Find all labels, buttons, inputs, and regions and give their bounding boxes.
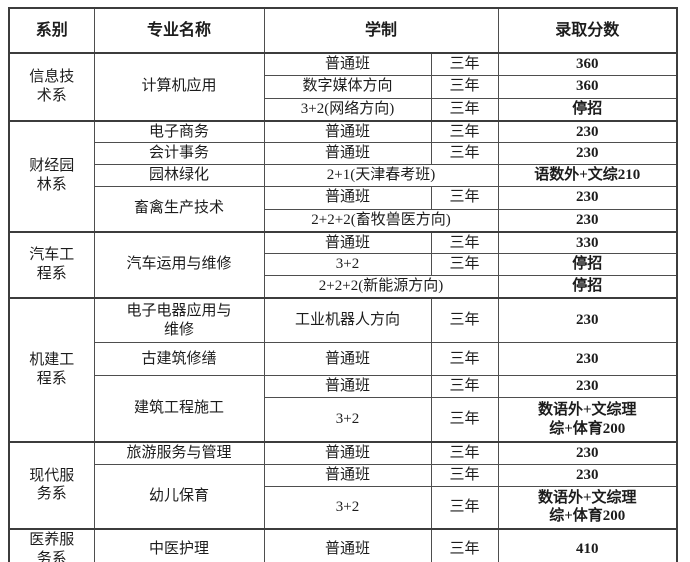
duration-cell: 三年 [430, 230, 499, 255]
score-cell: 230 [497, 208, 678, 233]
score-cell: 230 [497, 296, 678, 344]
score-cell: 数语外+文综理 综+体育200 [497, 397, 678, 443]
department-cell: 机建工 程系 [8, 296, 95, 443]
duration-cell: 三年 [430, 119, 499, 144]
score-cell: 230 [497, 342, 678, 377]
major-cell: 电子商务 [93, 119, 265, 144]
score-cell: 停招 [497, 274, 678, 299]
major-cell: 计算机应用 [93, 52, 265, 121]
score-cell: 230 [497, 119, 678, 144]
table-row: 3+2 三年 数语外+文综理 综+体育200 [9, 397, 678, 443]
table-row: 古建筑修缮 普通班 三年 230 [9, 342, 678, 377]
track-cell: 工业机器人方向 [263, 296, 432, 344]
track-cell: 普通班 [263, 52, 432, 76]
table-row: 建筑工程施工 普通班 三年 230 [9, 375, 678, 443]
track-cell: 普通班 [263, 230, 432, 255]
score-cell: 数语外+文综理 综+体育200 [497, 485, 678, 530]
header-department: 系别 [8, 7, 95, 54]
table-row: 3+2(网络方向) 三年 停招 [9, 97, 678, 122]
track-cell: 3+2(网络方向) [263, 97, 432, 122]
track-cell: 3+2 [263, 253, 432, 276]
major-cell: 园林绿化 [93, 164, 265, 187]
table-row: 汽车工 程系 汽车运用与维修 普通班 三年 330 [8, 230, 678, 299]
track-cell: 3+2 [263, 397, 432, 443]
track-cell: 普通班 [263, 185, 432, 210]
score-cell: 330 [497, 230, 678, 255]
table-row: 会计事务 普通班 三年 230 [9, 142, 678, 165]
score-cell: 230 [497, 185, 678, 210]
score-cell: 停招 [497, 253, 678, 276]
score-cell: 230 [497, 463, 678, 487]
table-row: 畜禽生产技术 普通班 三年 230 [9, 185, 678, 233]
major-cell: 畜禽生产技术 [93, 185, 265, 233]
table-row: 医养服 务系 中医护理 普通班 三年 410 [8, 528, 678, 562]
duration-cell: 三年 [430, 528, 499, 562]
major-cell: 古建筑修缮 [93, 342, 265, 377]
duration-cell: 三年 [430, 52, 499, 76]
table-header-row: 系别 专业名称 学制 录取分数 [8, 7, 678, 54]
table-row: 现代服 务系 旅游服务与管理 普通班 三年 230 [8, 440, 678, 530]
track-cell: 3+2 [263, 485, 432, 530]
track-cell: 普通班 [263, 342, 432, 377]
duration-cell: 三年 [430, 397, 499, 443]
department-cell: 汽车工 程系 [8, 230, 95, 299]
header-score: 录取分数 [497, 7, 678, 54]
duration-cell: 三年 [430, 296, 499, 344]
table-row: 幼儿保育 普通班 三年 230 [9, 463, 678, 530]
track-cell: 2+2+2(畜牧兽医方向) [263, 208, 499, 233]
score-cell: 230 [497, 440, 678, 465]
duration-cell: 三年 [430, 440, 499, 465]
header-major: 专业名称 [93, 7, 265, 54]
department-cell: 信息技 术系 [8, 52, 95, 121]
track-cell: 数字媒体方向 [263, 74, 432, 99]
major-cell: 会计事务 [93, 142, 265, 165]
score-cell: 语数外+文综210 [497, 164, 678, 187]
track-cell: 2+1(天津春考班) [263, 164, 499, 187]
score-cell: 230 [497, 375, 678, 399]
score-cell: 停招 [497, 97, 678, 122]
table-row: 财经园 林系 电子商务 普通班 三年 230 [8, 119, 678, 232]
major-cell: 建筑工程施工 [93, 375, 265, 443]
table-row: 园林绿化 2+1(天津春考班) 语数外+文综210 [9, 164, 678, 187]
track-cell: 普通班 [263, 463, 432, 487]
admission-scores-table: 系别 专业名称 学制 录取分数 信息技 术系 计算机应用 普通班 三年 360 … [8, 7, 679, 562]
department-cell: 财经园 林系 [8, 119, 95, 232]
duration-cell: 三年 [430, 375, 499, 399]
major-cell: 幼儿保育 [93, 463, 265, 530]
duration-cell: 三年 [430, 185, 499, 210]
track-cell: 普通班 [263, 440, 432, 465]
duration-cell: 三年 [430, 74, 499, 99]
header-schooling: 学制 [263, 7, 499, 54]
major-cell: 汽车运用与维修 [93, 230, 265, 299]
score-cell: 230 [497, 142, 678, 165]
track-cell: 普通班 [263, 142, 432, 165]
major-cell: 中医护理 [93, 528, 265, 562]
duration-cell: 三年 [430, 142, 499, 165]
track-cell: 2+2+2(新能源方向) [263, 274, 499, 299]
table-row: 2+2+2(畜牧兽医方向) 230 [9, 208, 678, 233]
track-cell: 普通班 [263, 528, 432, 562]
department-cell: 现代服 务系 [8, 440, 95, 530]
department-cell: 医养服 务系 [8, 528, 95, 562]
table-row: 信息技 术系 计算机应用 普通班 三年 360 [8, 52, 678, 121]
table-row: 3+2 三年 数语外+文综理 综+体育200 [9, 485, 678, 530]
table-row: 机建工 程系 电子电器应用与 维修 工业机器人方向 三年 230 [8, 296, 678, 443]
duration-cell: 三年 [430, 342, 499, 377]
duration-cell: 三年 [430, 253, 499, 276]
track-cell: 普通班 [263, 375, 432, 399]
major-cell: 电子电器应用与 维修 [93, 296, 265, 344]
score-cell: 410 [497, 528, 678, 562]
duration-cell: 三年 [430, 463, 499, 487]
major-cell: 旅游服务与管理 [93, 440, 265, 465]
track-cell: 普通班 [263, 119, 432, 144]
duration-cell: 三年 [430, 97, 499, 122]
duration-cell: 三年 [430, 485, 499, 530]
table-row: 数字媒体方向 三年 360 [9, 74, 678, 99]
score-cell: 360 [497, 52, 678, 76]
score-cell: 360 [497, 74, 678, 99]
